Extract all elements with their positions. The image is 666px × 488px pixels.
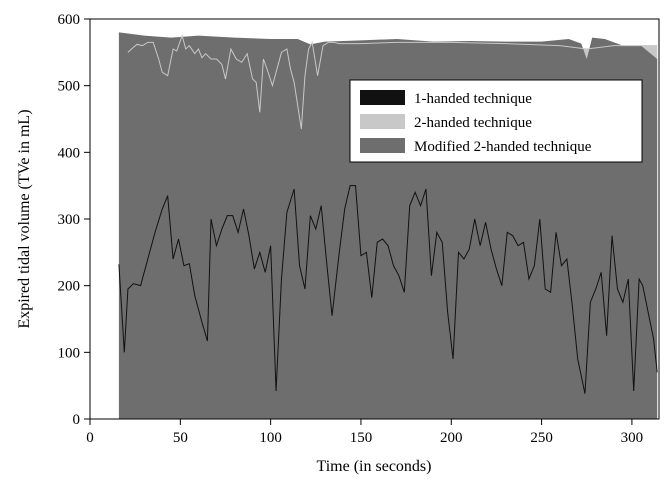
legend-swatch-1-handed	[360, 90, 405, 105]
x-tick-label: 100	[259, 430, 282, 446]
x-tick-label: 50	[173, 430, 188, 446]
x-tick-label: 200	[440, 430, 463, 446]
line-layer	[118, 33, 658, 394]
y-tick-label: 100	[58, 345, 81, 361]
line-2-handed	[127, 33, 658, 130]
x-tick-label: 300	[621, 430, 644, 446]
x-axis-label: Time (in seconds)	[317, 458, 432, 475]
y-tick-label: 0	[73, 412, 81, 428]
y-tick-label: 500	[58, 79, 81, 95]
legend-label-2-handed: 2-handed technique	[414, 115, 532, 131]
x-axis: 0 50 100 150 200 250 300	[86, 419, 643, 446]
legend-swatch-modified	[360, 138, 405, 153]
x-tick-label: 150	[350, 430, 373, 446]
x-tick-label: 250	[530, 430, 553, 446]
legend-swatch-2-handed	[360, 114, 405, 129]
y-axis-label: Expired tidal volume (TVe in mL)	[16, 109, 33, 328]
legend-label-1-handed: 1-handed technique	[414, 91, 532, 107]
line-1-handed	[118, 185, 658, 394]
y-axis: 0 100 200 300 400 500 600	[58, 12, 90, 428]
y-tick-label: 400	[58, 145, 81, 161]
y-tick-label: 200	[58, 279, 81, 295]
y-tick-label: 300	[58, 212, 81, 228]
legend: 1-handed technique 2-handed technique Mo…	[349, 79, 643, 163]
x-tick-label: 0	[86, 430, 94, 446]
y-tick-label: 600	[58, 12, 81, 28]
legend-label-modified: Modified 2-handed technique	[414, 139, 592, 155]
